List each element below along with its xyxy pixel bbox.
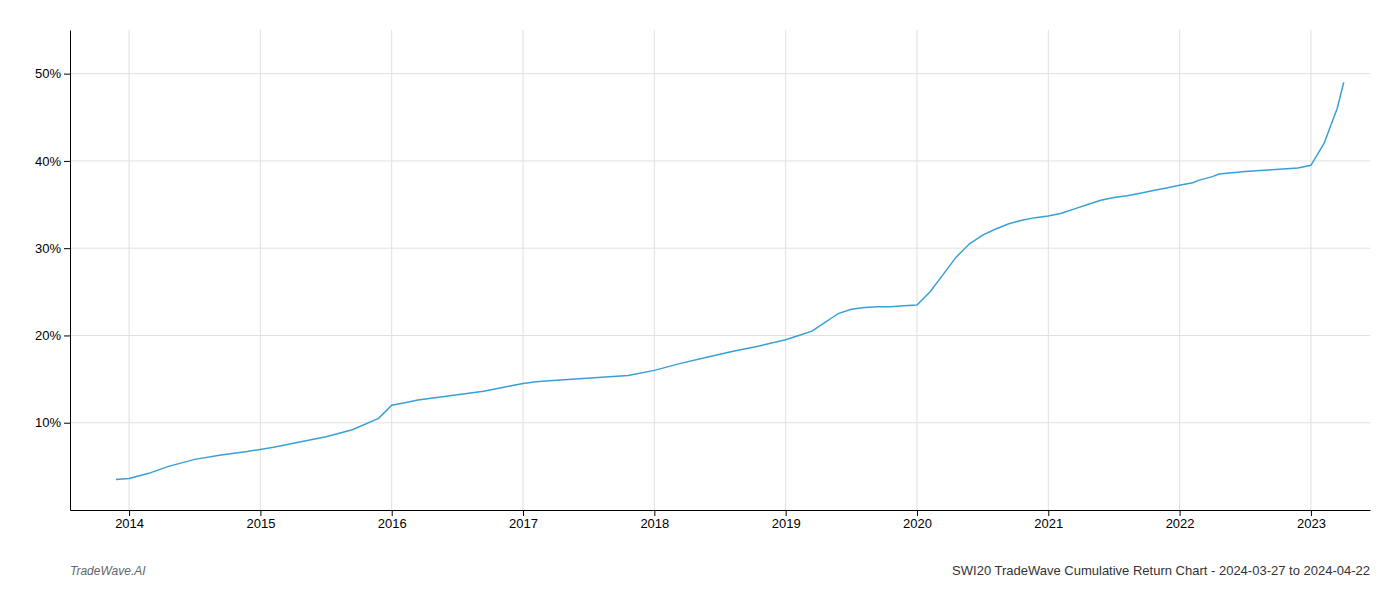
x-axis: 2014 2015 2016 2017 2018 2019 2020 2021 2022 2023 <box>71 510 1371 531</box>
tick-mark <box>392 510 393 516</box>
tick-label: 20% <box>35 328 61 343</box>
tick: 2023 <box>1297 510 1326 531</box>
axis-line <box>70 31 71 511</box>
grid-line <box>70 335 1370 336</box>
tick: 40% <box>35 154 70 169</box>
tick: 2016 <box>378 510 407 531</box>
axis-line <box>71 510 1371 511</box>
tick-label: 40% <box>35 154 61 169</box>
tick-mark <box>64 423 70 424</box>
tick-label: 2022 <box>1166 516 1195 531</box>
tick-mark <box>917 510 918 516</box>
tick-label: 2015 <box>246 516 275 531</box>
tick-mark <box>129 510 130 516</box>
tick: 50% <box>35 66 70 81</box>
tick: 2019 <box>772 510 801 531</box>
tick-label: 2023 <box>1297 516 1326 531</box>
tick-mark <box>64 335 70 336</box>
series <box>116 82 1344 479</box>
tick-mark <box>523 510 524 516</box>
chart: 2014 2015 2016 2017 2018 2019 2020 2021 2022 2023… <box>0 0 1400 600</box>
grid-line <box>1310 30 1311 510</box>
grid-line <box>654 30 655 510</box>
tick-mark <box>1180 510 1181 516</box>
grid-line <box>70 248 1370 249</box>
grid-line <box>1048 30 1049 510</box>
tick-label: 2018 <box>640 516 669 531</box>
tick: 30% <box>35 241 70 256</box>
tick-label: 2014 <box>115 516 144 531</box>
grid-line <box>1179 30 1180 510</box>
grid-line <box>916 30 917 510</box>
tick: 2015 <box>246 510 275 531</box>
tick-label: 10% <box>35 415 61 430</box>
tick-mark <box>260 510 261 516</box>
tick-mark <box>64 74 70 75</box>
tick-mark <box>1311 510 1312 516</box>
tick: 2022 <box>1166 510 1195 531</box>
tick-label: 2016 <box>378 516 407 531</box>
grid-line <box>260 30 261 510</box>
tick-mark <box>1048 510 1049 516</box>
tick: 2014 <box>115 510 144 531</box>
tick-label: 2021 <box>1034 516 1063 531</box>
y-axis: 10% 20% 30% 40% 50% <box>35 31 71 511</box>
tick-mark <box>64 161 70 162</box>
grid-line <box>70 160 1370 161</box>
line <box>116 82 1344 479</box>
tick: 2021 <box>1034 510 1063 531</box>
tick-label: 2019 <box>772 516 801 531</box>
tick-mark <box>786 510 787 516</box>
grid-line <box>785 30 786 510</box>
grid <box>70 30 1370 510</box>
grid-line <box>391 30 392 510</box>
watermark: TradeWave.AI <box>70 564 146 578</box>
tick: 2020 <box>903 510 932 531</box>
grid-line <box>129 30 130 510</box>
title: SWI20 TradeWave Cumulative Return Chart … <box>952 563 1370 578</box>
tick: 20% <box>35 328 70 343</box>
grid-line <box>70 422 1370 423</box>
tick-mark <box>64 248 70 249</box>
tick: 2018 <box>640 510 669 531</box>
tick-mark <box>654 510 655 516</box>
tick: 10% <box>35 415 70 430</box>
tick-label: 2020 <box>903 516 932 531</box>
tick: 2017 <box>509 510 538 531</box>
grid-line <box>523 30 524 510</box>
grid-line <box>70 73 1370 74</box>
tick-label: 50% <box>35 66 61 81</box>
tick-label: 2017 <box>509 516 538 531</box>
plot-area: 2014 2015 2016 2017 2018 2019 2020 2021 2022 2023… <box>35 30 1371 531</box>
tick-label: 30% <box>35 241 61 256</box>
